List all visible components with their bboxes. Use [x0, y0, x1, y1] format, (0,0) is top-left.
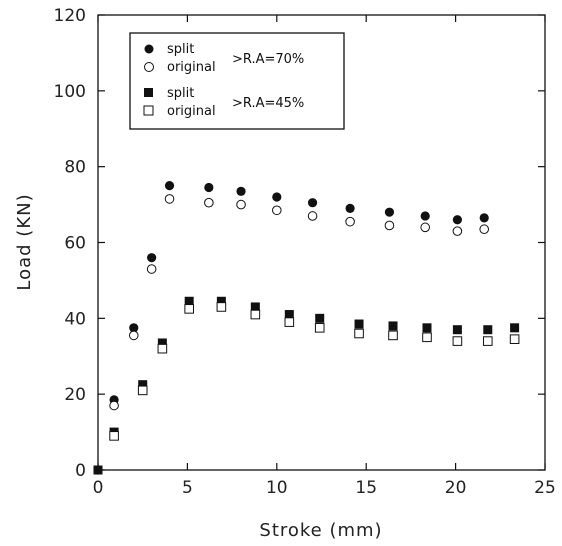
x-tick-label: 15 [355, 478, 377, 498]
point-split-circle [479, 213, 489, 223]
point-split-circle [129, 323, 139, 333]
point-split-circle [307, 198, 318, 208]
x-tick-label: 10 [266, 478, 288, 498]
series-split-filled-square [93, 296, 520, 475]
point-split-square [452, 325, 462, 335]
series-original-open-circle [109, 194, 490, 411]
point-split-circle [204, 182, 214, 193]
x-tick-label: 0 [93, 478, 104, 498]
point-original-square [354, 328, 364, 339]
point-original-square [509, 334, 520, 344]
point-split-square [250, 302, 260, 312]
point-split-square [184, 296, 194, 306]
legend-group-label-45: >R.A=45% [232, 96, 304, 111]
x-axis-title: Stroke (mm) [259, 520, 382, 541]
legend-label-split-70: split [167, 42, 194, 57]
point-original-circle [128, 330, 139, 341]
legend-marker-split-70 [144, 44, 154, 54]
point-split-square [354, 319, 364, 329]
point-split-square [483, 325, 493, 335]
x-tick-label: 5 [182, 478, 193, 498]
point-original-square [109, 431, 119, 441]
point-split-square [422, 323, 432, 333]
point-original-square [250, 309, 261, 320]
point-original-circle [420, 222, 431, 233]
y-tick-label: 20 [64, 385, 86, 405]
y-axis-title: Load (KN) [14, 193, 35, 290]
point-original-square [137, 385, 148, 396]
legend-group-label-70: >R.A=70% [232, 52, 304, 67]
y-tick-label: 0 [75, 461, 86, 481]
point-original-circle [146, 264, 157, 274]
point-original-square [452, 336, 463, 346]
point-original-circle [452, 226, 463, 236]
point-split-square [93, 465, 103, 475]
point-split-circle [272, 192, 282, 202]
series-original-open-square [109, 302, 520, 441]
point-original-circle [479, 224, 490, 235]
point-original-circle [307, 211, 318, 221]
point-split-circle [452, 215, 462, 225]
point-split-square [388, 321, 398, 331]
point-split-circle [147, 253, 157, 263]
point-split-square [315, 313, 325, 323]
legend-label-split-45: split [167, 86, 194, 101]
point-split-circle [420, 211, 430, 221]
point-original-square [314, 323, 325, 333]
point-split-square [216, 296, 226, 306]
legend-marker-split-45 [144, 88, 153, 97]
point-original-circle [204, 197, 214, 208]
x-tick-label: 25 [534, 478, 556, 498]
series-split-filled-circle [93, 181, 489, 475]
y-tick-label: 60 [64, 234, 86, 254]
point-original-square [157, 343, 168, 354]
y-tick-label: 40 [64, 309, 86, 329]
point-original-square [388, 330, 398, 341]
point-split-circle [384, 207, 395, 217]
legend-label-original-70: original [167, 60, 216, 75]
point-split-square [510, 323, 520, 333]
point-original-square [482, 336, 493, 346]
point-original-circle [345, 216, 355, 227]
point-original-square [216, 302, 227, 312]
data-points [93, 181, 520, 475]
y-tick-label: 100 [54, 82, 86, 102]
point-split-square [284, 310, 294, 320]
point-original-circle [384, 220, 395, 231]
point-original-square [284, 317, 295, 327]
point-original-square [422, 332, 432, 343]
legend-box [129, 32, 345, 130]
x-tick-label: 20 [445, 478, 467, 498]
point-original-circle [272, 205, 282, 216]
point-original-circle [236, 199, 246, 210]
point-split-square [138, 380, 148, 390]
legend-label-original-45: original [167, 104, 216, 119]
y-tick-label: 80 [64, 158, 86, 178]
y-tick-label: 120 [54, 6, 86, 26]
legend: split original >R.A=70% split original >… [129, 32, 345, 130]
point-split-square [157, 338, 167, 348]
legend-marker-original-45 [143, 105, 154, 116]
point-original-square [184, 304, 194, 314]
point-original-circle [164, 194, 175, 204]
point-original-circle [109, 400, 119, 411]
point-split-circle [345, 203, 355, 213]
point-split-circle [164, 181, 175, 191]
point-split-circle [236, 186, 246, 196]
legend-marker-original-70 [144, 62, 154, 72]
tick-labels: 0 5 10 15 20 25 0 20 40 60 80 100 120 [54, 6, 556, 498]
